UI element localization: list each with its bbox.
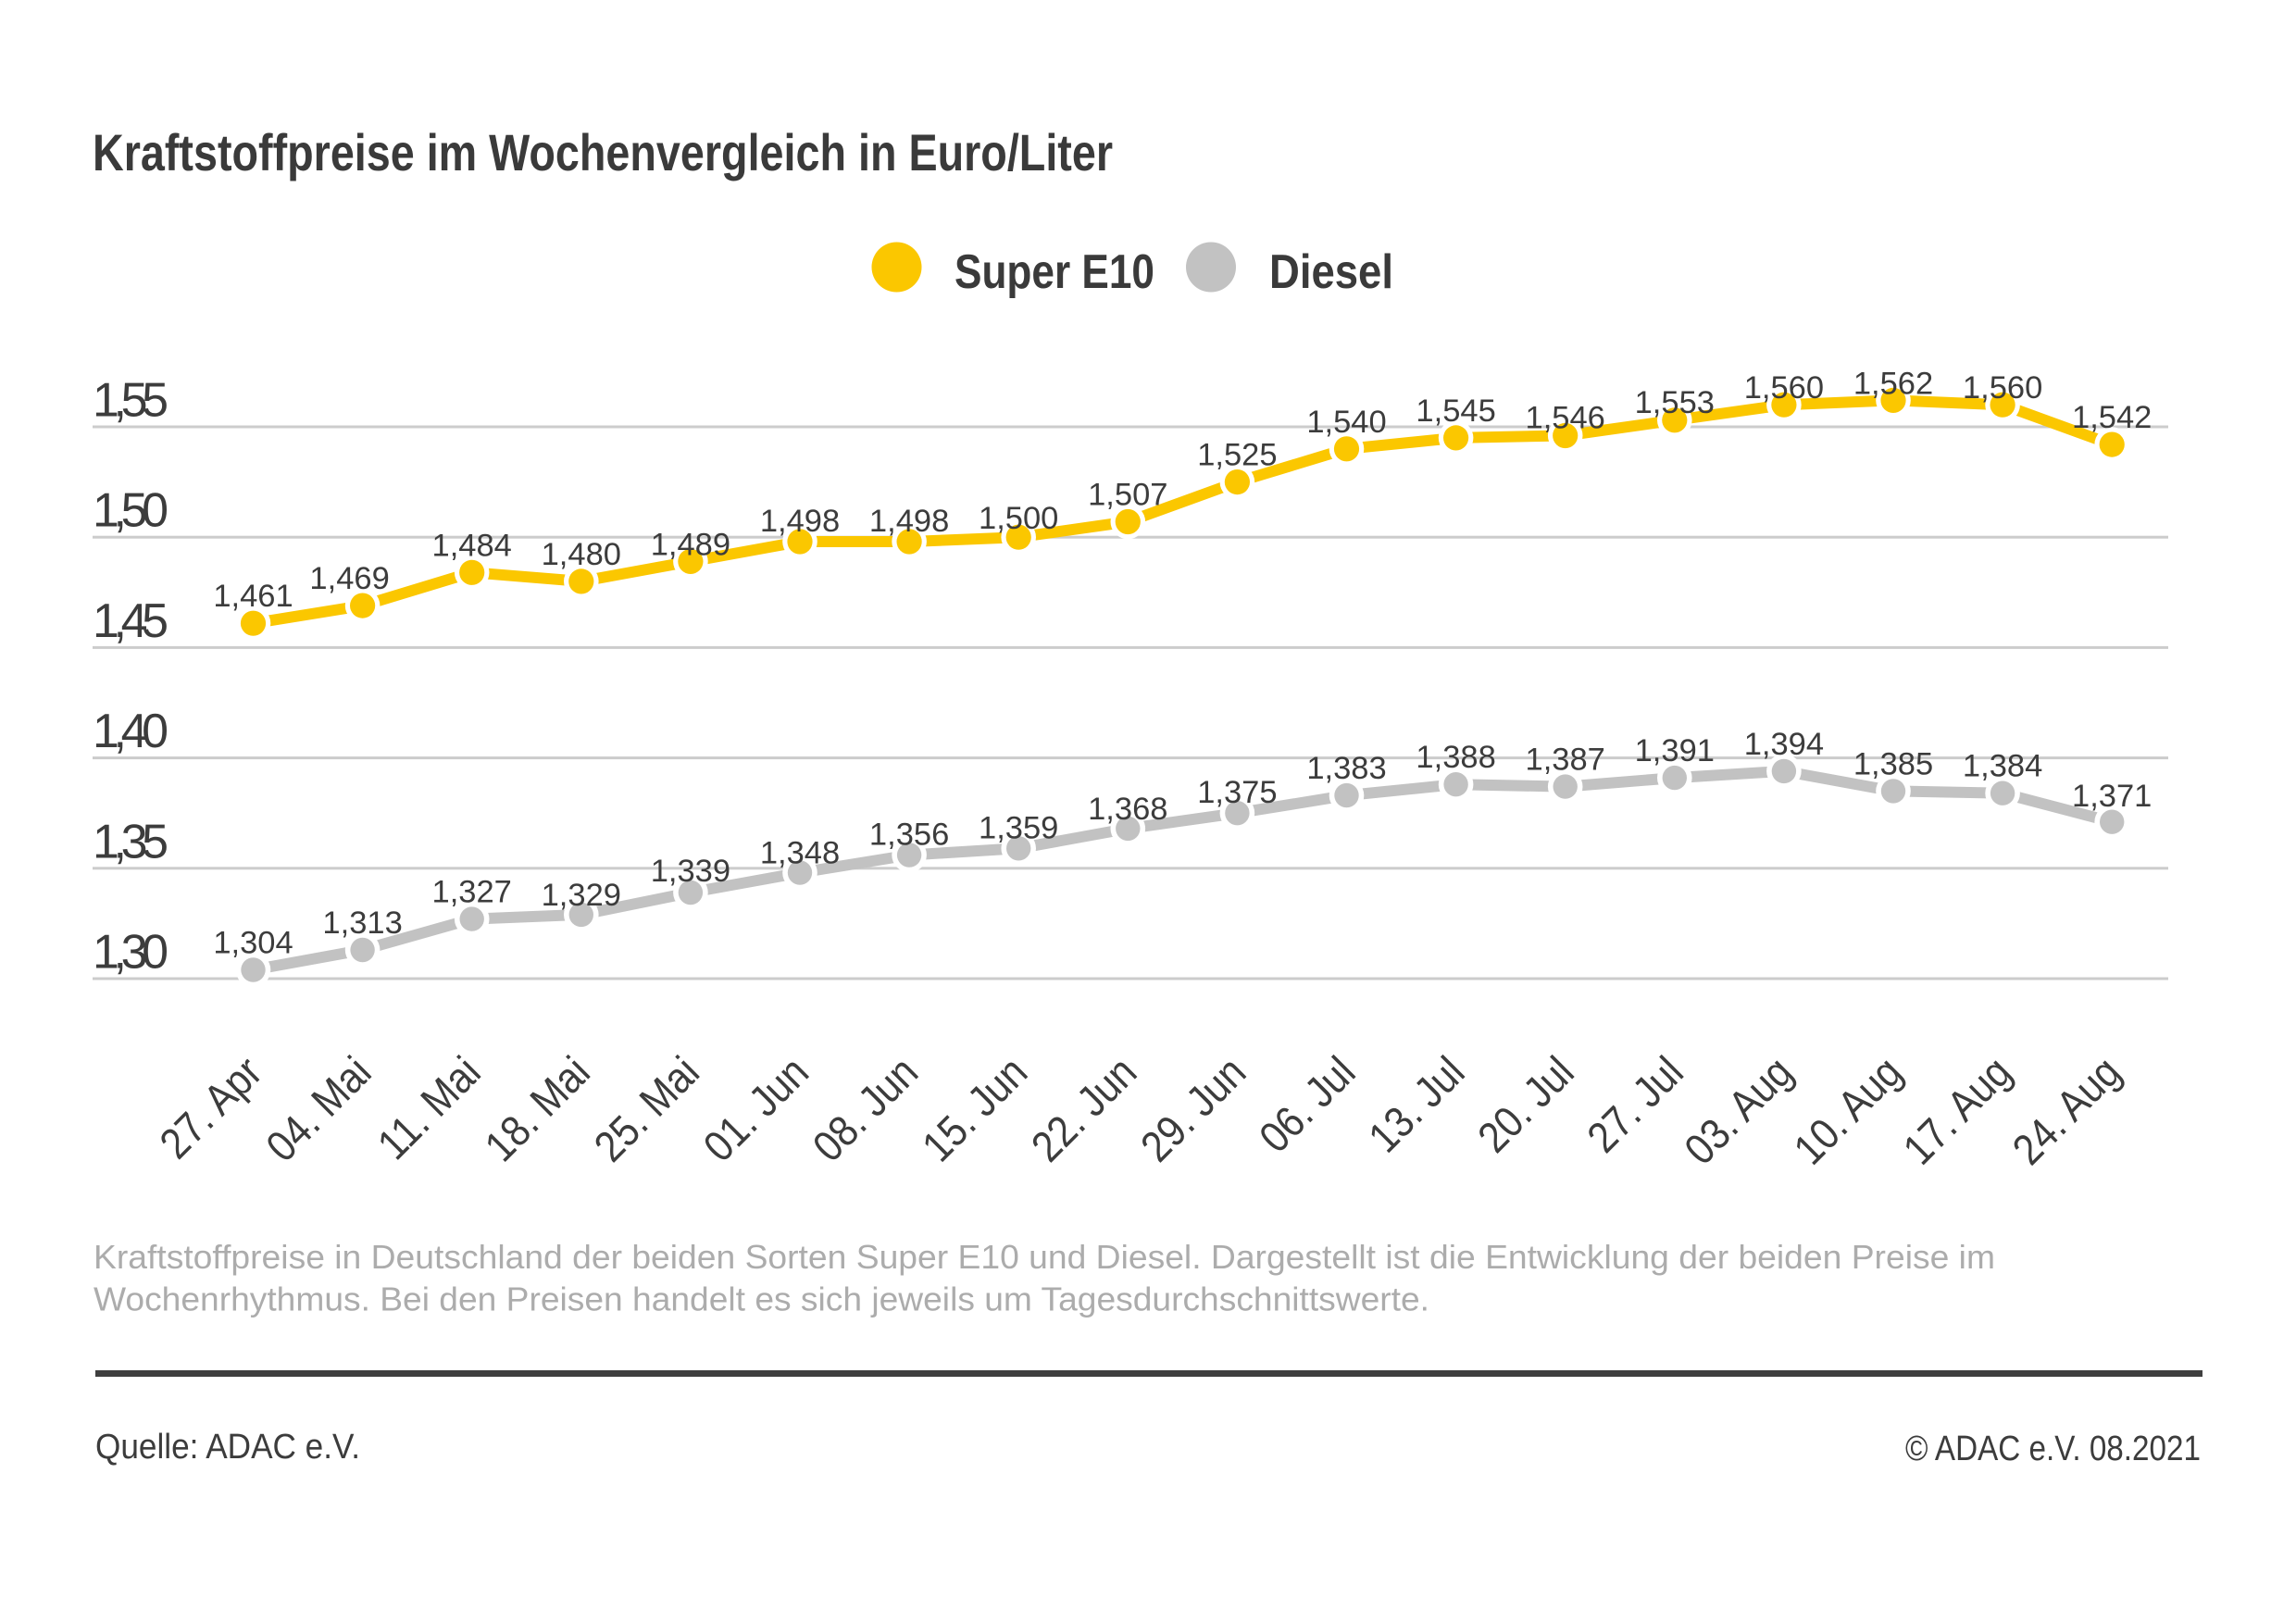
svg-text:1,560: 1,560 <box>1963 370 2042 406</box>
svg-text:1,384: 1,384 <box>1963 749 2042 784</box>
svg-text:1,375: 1,375 <box>1197 775 1277 810</box>
svg-text:1,553: 1,553 <box>1635 385 1715 420</box>
svg-text:1,387: 1,387 <box>1526 743 1605 778</box>
svg-text:1,348: 1,348 <box>760 836 840 871</box>
svg-text:1,383: 1,383 <box>1306 751 1386 786</box>
svg-text:1,50: 1,50 <box>93 484 168 538</box>
svg-text:1,498: 1,498 <box>869 504 949 539</box>
svg-text:1,329: 1,329 <box>542 878 621 913</box>
svg-text:1,371: 1,371 <box>2072 779 2152 814</box>
svg-text:© ADAC e.V. 08.2021: © ADAC e.V. 08.2021 <box>1905 1430 2201 1468</box>
svg-text:1,507: 1,507 <box>1088 478 1167 513</box>
svg-text:1,45: 1,45 <box>93 594 168 648</box>
svg-text:1,313: 1,313 <box>322 905 402 941</box>
svg-text:1,356: 1,356 <box>869 818 949 853</box>
svg-text:1,469: 1,469 <box>309 561 389 596</box>
svg-text:1,560: 1,560 <box>1744 370 1824 406</box>
svg-text:1,30: 1,30 <box>93 926 168 980</box>
svg-text:Super E10: Super E10 <box>955 245 1154 299</box>
svg-text:1,489: 1,489 <box>651 527 730 562</box>
svg-text:1,40: 1,40 <box>93 705 168 758</box>
svg-text:1,480: 1,480 <box>542 537 621 572</box>
svg-text:1,359: 1,359 <box>979 810 1058 845</box>
svg-text:1,525: 1,525 <box>1197 438 1277 473</box>
svg-text:1,394: 1,394 <box>1744 727 1824 762</box>
svg-text:1,546: 1,546 <box>1526 401 1605 436</box>
svg-text:1,484: 1,484 <box>432 528 512 563</box>
svg-text:1,388: 1,388 <box>1416 740 1495 775</box>
svg-text:1,391: 1,391 <box>1635 733 1715 768</box>
svg-text:1,562: 1,562 <box>1853 366 1933 401</box>
svg-text:Diesel: Diesel <box>1269 245 1393 299</box>
svg-text:1,500: 1,500 <box>979 501 1058 536</box>
svg-text:1,327: 1,327 <box>432 875 512 910</box>
svg-text:1,339: 1,339 <box>651 854 730 889</box>
svg-text:1,540: 1,540 <box>1306 405 1386 440</box>
svg-text:1,542: 1,542 <box>2072 400 2152 435</box>
svg-text:1,545: 1,545 <box>1416 393 1495 429</box>
svg-text:Quelle: ADAC e.V.: Quelle: ADAC e.V. <box>95 1428 360 1467</box>
svg-text:1,385: 1,385 <box>1853 746 1933 781</box>
svg-text:1,35: 1,35 <box>93 815 168 868</box>
svg-text:Kraftstoffpreise im Wochenverg: Kraftstoffpreise im Wochenvergleich in E… <box>93 123 1113 181</box>
svg-text:1,461: 1,461 <box>213 579 293 614</box>
svg-text:1,55: 1,55 <box>93 374 168 428</box>
svg-text:Kraftstoffpreise in Deutschlan: Kraftstoffpreise in Deutschland der beid… <box>94 1238 1995 1276</box>
svg-text:Wochenrhythmus. Bei den Preise: Wochenrhythmus. Bei den Preisen handelt … <box>94 1280 1429 1318</box>
svg-text:1,498: 1,498 <box>760 504 840 539</box>
svg-text:1,368: 1,368 <box>1088 792 1167 827</box>
svg-text:1,304: 1,304 <box>213 926 293 961</box>
